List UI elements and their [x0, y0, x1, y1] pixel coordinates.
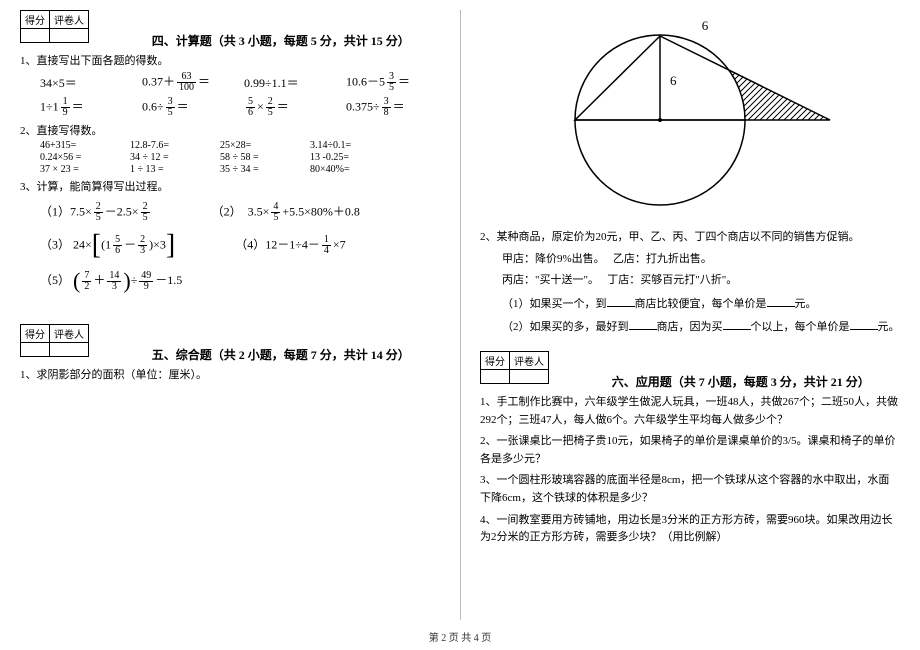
calc-2b: 0.6÷35＝ [142, 97, 222, 118]
blank-input[interactable] [767, 294, 795, 307]
page-footer: 第 2 页 共 4 页 [0, 629, 920, 644]
grid-row-0: 46+315=12.8-7.6=25×28=3.14÷0.1= [40, 140, 440, 151]
proc-row-12: （1）7.5×25－2.5×25 （2） 3.5×45+5.5×80%＋0.8 [40, 202, 440, 223]
proc-1: （1）7.5×25－2.5×25 [40, 202, 152, 223]
geometry-figure: 6 6 [480, 20, 900, 213]
section-5-header: 得分 评卷人 五、综合题（共 2 小题，每题 7 分，共计 14 分） [20, 324, 440, 363]
calc-1c: 0.99÷1.1＝ [244, 74, 324, 91]
section-6-header: 得分 评卷人 六、应用题（共 7 小题，每题 3 分，共计 21 分） [480, 351, 900, 390]
right-column: 6 6 2、某种商品，原定价为20元，甲、乙、丙、丁四个商店以不同的销售方促销。… [460, 0, 920, 620]
sec6-q1: 1、手工制作比赛中，六年级学生做泥人玩具，一班48人，共做267个；二班50人，… [480, 394, 900, 429]
q3-text: 3、计算，能简算得写出过程。 [20, 178, 440, 194]
calc-1b: 0.37＋63100＝ [142, 72, 222, 93]
section-6-title: 六、应用题（共 7 小题，每题 3 分，共计 21 分） [612, 375, 870, 389]
score-box-6: 得分 评卷人 [480, 351, 549, 384]
proc-3: （3） 24×[(156－23)×3] [40, 235, 175, 256]
sec5-q2: 2、某种商品，原定价为20元，甲、乙、丙、丁四个商店以不同的销售方促销。 甲店：… [480, 229, 900, 337]
left-column: 得分 评卷人 四、计算题（共 3 小题，每题 5 分，共计 15 分） 1、直接… [0, 0, 460, 620]
q2-text: 2、直接写得数。 [20, 122, 440, 138]
blank-input[interactable] [723, 317, 751, 330]
score-box: 得分 评卷人 [20, 10, 89, 43]
sec5-q1: 1、求阴影部分的面积（单位：厘米）。 [20, 366, 440, 382]
grid-row-2: 37 × 23 =1 ÷ 13 =35 ÷ 34 =80×40%= [40, 164, 440, 175]
calc-2c: 56×25＝ [244, 97, 324, 118]
sec6-q4: 4、一间教室要用方砖铺地，用边长是3分米的正方形方砖，需要960块。如果改用边长… [480, 512, 900, 547]
grid-row-1: 0.24×56 =34 ÷ 12 =58 ÷ 58 =13 -0.25= [40, 152, 440, 163]
calc-1d: 10.6－535＝ [346, 72, 426, 93]
svg-text:6: 6 [702, 20, 709, 33]
calc-1a: 34×5＝ [40, 74, 120, 91]
sec6-q3: 3、一个圆柱形玻璃容器的底面半径是8cm，把一个铁球从这个容器的水中取出，水面下… [480, 472, 900, 507]
column-divider [460, 10, 461, 620]
proc-4: （4）12－1÷4－14×7 [235, 235, 345, 256]
section-4-header: 得分 评卷人 四、计算题（共 3 小题，每题 5 分，共计 15 分） [20, 10, 440, 49]
proc-row-34: （3） 24×[(156－23)×3] （4）12－1÷4－14×7 [40, 235, 440, 256]
blank-input[interactable] [850, 317, 878, 330]
page-container: 得分 评卷人 四、计算题（共 3 小题，每题 5 分，共计 15 分） 1、直接… [0, 0, 920, 620]
section-5-title: 五、综合题（共 2 小题，每题 7 分，共计 14 分） [152, 348, 410, 362]
grader-label: 评卷人 [50, 11, 89, 29]
calc-2d: 0.375÷38＝ [346, 97, 426, 118]
circle-triangle-icon: 6 6 [530, 20, 850, 210]
sec6-q2: 2、一张课桌比一把椅子贵10元，如果椅子的单价是课桌单价的3/5。课桌和椅子的单… [480, 433, 900, 468]
proc-2: （2） 3.5×45+5.5×80%＋0.8 [212, 202, 360, 223]
proc-5: （5） (72＋143)÷499－1.5 [40, 268, 182, 294]
svg-text:6: 6 [670, 73, 677, 88]
score-box-5: 得分 评卷人 [20, 324, 89, 357]
proc-row-5: （5） (72＋143)÷499－1.5 [40, 268, 440, 294]
blank-input[interactable] [629, 317, 657, 330]
score-label: 得分 [21, 11, 50, 29]
q1-text: 1、直接写出下面各题的得数。 [20, 52, 440, 68]
calc-row-2: 1÷119＝ 0.6÷35＝ 56×25＝ 0.375÷38＝ [40, 97, 440, 118]
section-4-title: 四、计算题（共 3 小题，每题 5 分，共计 15 分） [152, 34, 410, 48]
blank-input[interactable] [607, 294, 635, 307]
calc-2a: 1÷119＝ [40, 97, 120, 118]
calc-row-1: 34×5＝ 0.37＋63100＝ 0.99÷1.1＝ 10.6－535＝ [40, 72, 440, 93]
